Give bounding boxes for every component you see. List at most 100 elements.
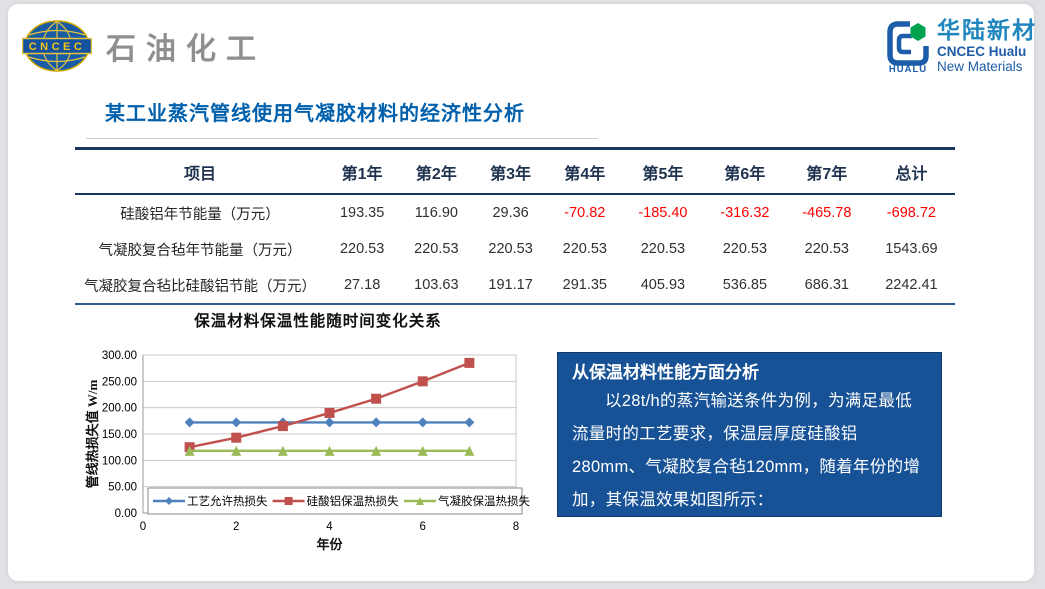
data-point-marker (184, 445, 195, 456)
legend-label: 硅酸铝保温热损失 (307, 494, 399, 508)
data-point-marker (324, 445, 335, 456)
table-cell: 220.53 (414, 241, 459, 257)
table-cell: -316.32 (720, 205, 770, 221)
data-point-marker (184, 417, 195, 428)
data-point-marker (231, 432, 242, 443)
table-cell: -698.72 (886, 205, 936, 221)
table-cell: 220.53 (640, 241, 686, 257)
legend-label: 气凝胶保温热损失 (438, 494, 530, 508)
table-cell: 191.17 (488, 277, 533, 293)
legend-marker (165, 497, 173, 505)
table-cell: 220.53 (488, 241, 533, 257)
legend-label: 工艺允许热损失 (187, 494, 268, 508)
table-cell: 116.90 (414, 205, 458, 221)
x-tick-label: 8 (513, 521, 519, 533)
hualu-en-name: CNCEC Hualu (937, 44, 1027, 59)
cncec-logo: CNCEC 石油化工 (22, 18, 266, 74)
y-tick-label: 300.00 (102, 350, 137, 362)
table-column-header: 第7年 (785, 148, 868, 195)
table-cell: 536.85 (722, 277, 768, 293)
table-cell: 291.35 (562, 277, 607, 293)
table-cell: 103.63 (414, 277, 459, 293)
legend-box (147, 487, 523, 515)
page-title: 某工业蒸汽管线使用气凝胶材料的经济性分析 (105, 103, 525, 125)
row-label: 气凝胶复合毡比硅酸铝节能（万元） (84, 278, 316, 295)
x-tick-label: 2 (233, 521, 239, 533)
table-header-row: 项目 第1年 第2年 第3年 第4年 第5年 第6年 第7年 总计 (75, 148, 955, 195)
data-point-marker (371, 417, 382, 428)
data-point-marker (231, 445, 242, 456)
cncec-globe-icon: CNCEC (22, 20, 92, 72)
table-cell: 220.53 (562, 241, 607, 257)
table-row: 硅酸铝年节能量（万元） 193.35 116.90 29.36 -70.82 -185.4… (75, 194, 955, 231)
hualu-cn-name: 华陆新材 (937, 17, 1037, 43)
table-cell: 29.36 (492, 205, 529, 221)
table-cell: 2242.41 (885, 277, 938, 293)
x-tick-label: 6 (420, 521, 426, 533)
y-tick-label: 200.00 (102, 403, 137, 415)
data-point-marker (417, 417, 428, 428)
data-point-marker (277, 445, 288, 456)
table-cell: -185.40 (638, 205, 688, 221)
table-column-header: 项目 (75, 148, 325, 195)
table-cell: 405.93 (640, 277, 686, 293)
x-tick-label: 4 (326, 521, 333, 533)
y-tick-label: 0.00 (115, 508, 137, 520)
analysis-info-box: 从保温材料性能方面分析 以28t/h的蒸汽输送条件为例，为满足最低流量时的工艺要… (557, 352, 942, 517)
hualu-logo: HUALU 华陆新材 CNCEC Hualu New Materials (885, 19, 1037, 73)
data-point-marker (324, 407, 335, 418)
table-body: 硅酸铝年节能量（万元） 193.35 116.90 29.36 -70.82 -185.4… (75, 194, 955, 304)
data-point-marker (371, 445, 382, 456)
table-cell: 686.31 (804, 277, 849, 293)
row-label: 气凝胶复合毡年节能量（万元） (98, 242, 302, 259)
economics-table-wrap: 项目 第1年 第2年 第3年 第4年 第5年 第6年 第7年 总计 硅酸铝年节能量（万元） 193… (75, 147, 955, 305)
y-tick-label: 100.00 (102, 455, 137, 467)
y-tick-label: 50.00 (108, 482, 137, 494)
data-point-marker (231, 417, 242, 428)
table-cell: 1543.69 (885, 241, 938, 257)
hualu-en-subname: New Materials (937, 58, 1023, 74)
data-point-marker (464, 445, 475, 456)
table-cell: 220.53 (339, 241, 385, 257)
data-point-marker (464, 357, 475, 368)
y-tick-label: 250.00 (102, 376, 137, 388)
y-axis-title: 管线热损失值 W/m (85, 379, 100, 488)
table-cell: -70.82 (564, 205, 606, 221)
x-tick-label: 0 (140, 521, 146, 533)
data-point-marker (371, 393, 382, 404)
chart-container: 0.00 50.00 100.00 150.00 200.00 250.00 300.00 0… (85, 306, 540, 558)
performance-chart: 0.00 50.00 100.00 150.00 200.00 250.00 300.00 0… (85, 311, 530, 552)
cncec-logo-text: CNCEC (29, 41, 86, 53)
legend-marker (284, 497, 293, 505)
table-column-header: 第2年 (399, 148, 474, 195)
petrochemical-logo-text: 石油化工 (106, 33, 266, 66)
economics-table: 项目 第1年 第2年 第3年 第4年 第5年 第6年 第7年 总计 硅酸铝年节能量（万元） 193… (75, 147, 955, 305)
info-box-body: 以28t/h的蒸汽输送条件为例，为满足最低流量时的工艺要求，保温层厚度硅酸铝28… (572, 392, 921, 509)
table-cell: 27.18 (343, 277, 381, 293)
table-cell: 220.53 (722, 241, 768, 257)
data-point-marker (417, 376, 428, 387)
table-row: 气凝胶复合毡年节能量（万元） 220.53 220.53 220.53 220.53 22… (75, 231, 955, 267)
table-row: 气凝胶复合毡比硅酸铝节能（万元） 27.18 103.63 191.17 291.35 4… (75, 267, 955, 304)
table-cell: -465.78 (802, 205, 852, 221)
hualu-mark-icon: HUALU (887, 21, 929, 73)
data-point-marker (464, 417, 475, 428)
table-column-header: 第5年 (621, 148, 704, 195)
hualu-mark-text: HUALU (889, 64, 927, 73)
data-point-marker (417, 445, 428, 456)
legend-marker (416, 497, 424, 505)
table-cell: 220.53 (804, 241, 849, 257)
table-column-header: 第4年 (547, 148, 622, 195)
chart-title: 保温材料保温性能随时间变化关系 (193, 311, 442, 330)
table-column-header: 第6年 (703, 148, 786, 195)
hualu-logo-texts: 华陆新材 CNCEC Hualu New Materials (937, 19, 1037, 73)
table-column-header: 总计 (867, 148, 955, 195)
table-cell: 193.35 (339, 205, 385, 221)
row-label: 硅酸铝年节能量（万元） (120, 206, 280, 223)
info-box-heading: 从保温材料性能方面分析 (572, 363, 759, 382)
data-point-marker (324, 417, 335, 428)
table-column-header: 第3年 (473, 148, 548, 195)
x-axis-title: 年份 (316, 537, 343, 552)
title-underline (86, 138, 598, 139)
